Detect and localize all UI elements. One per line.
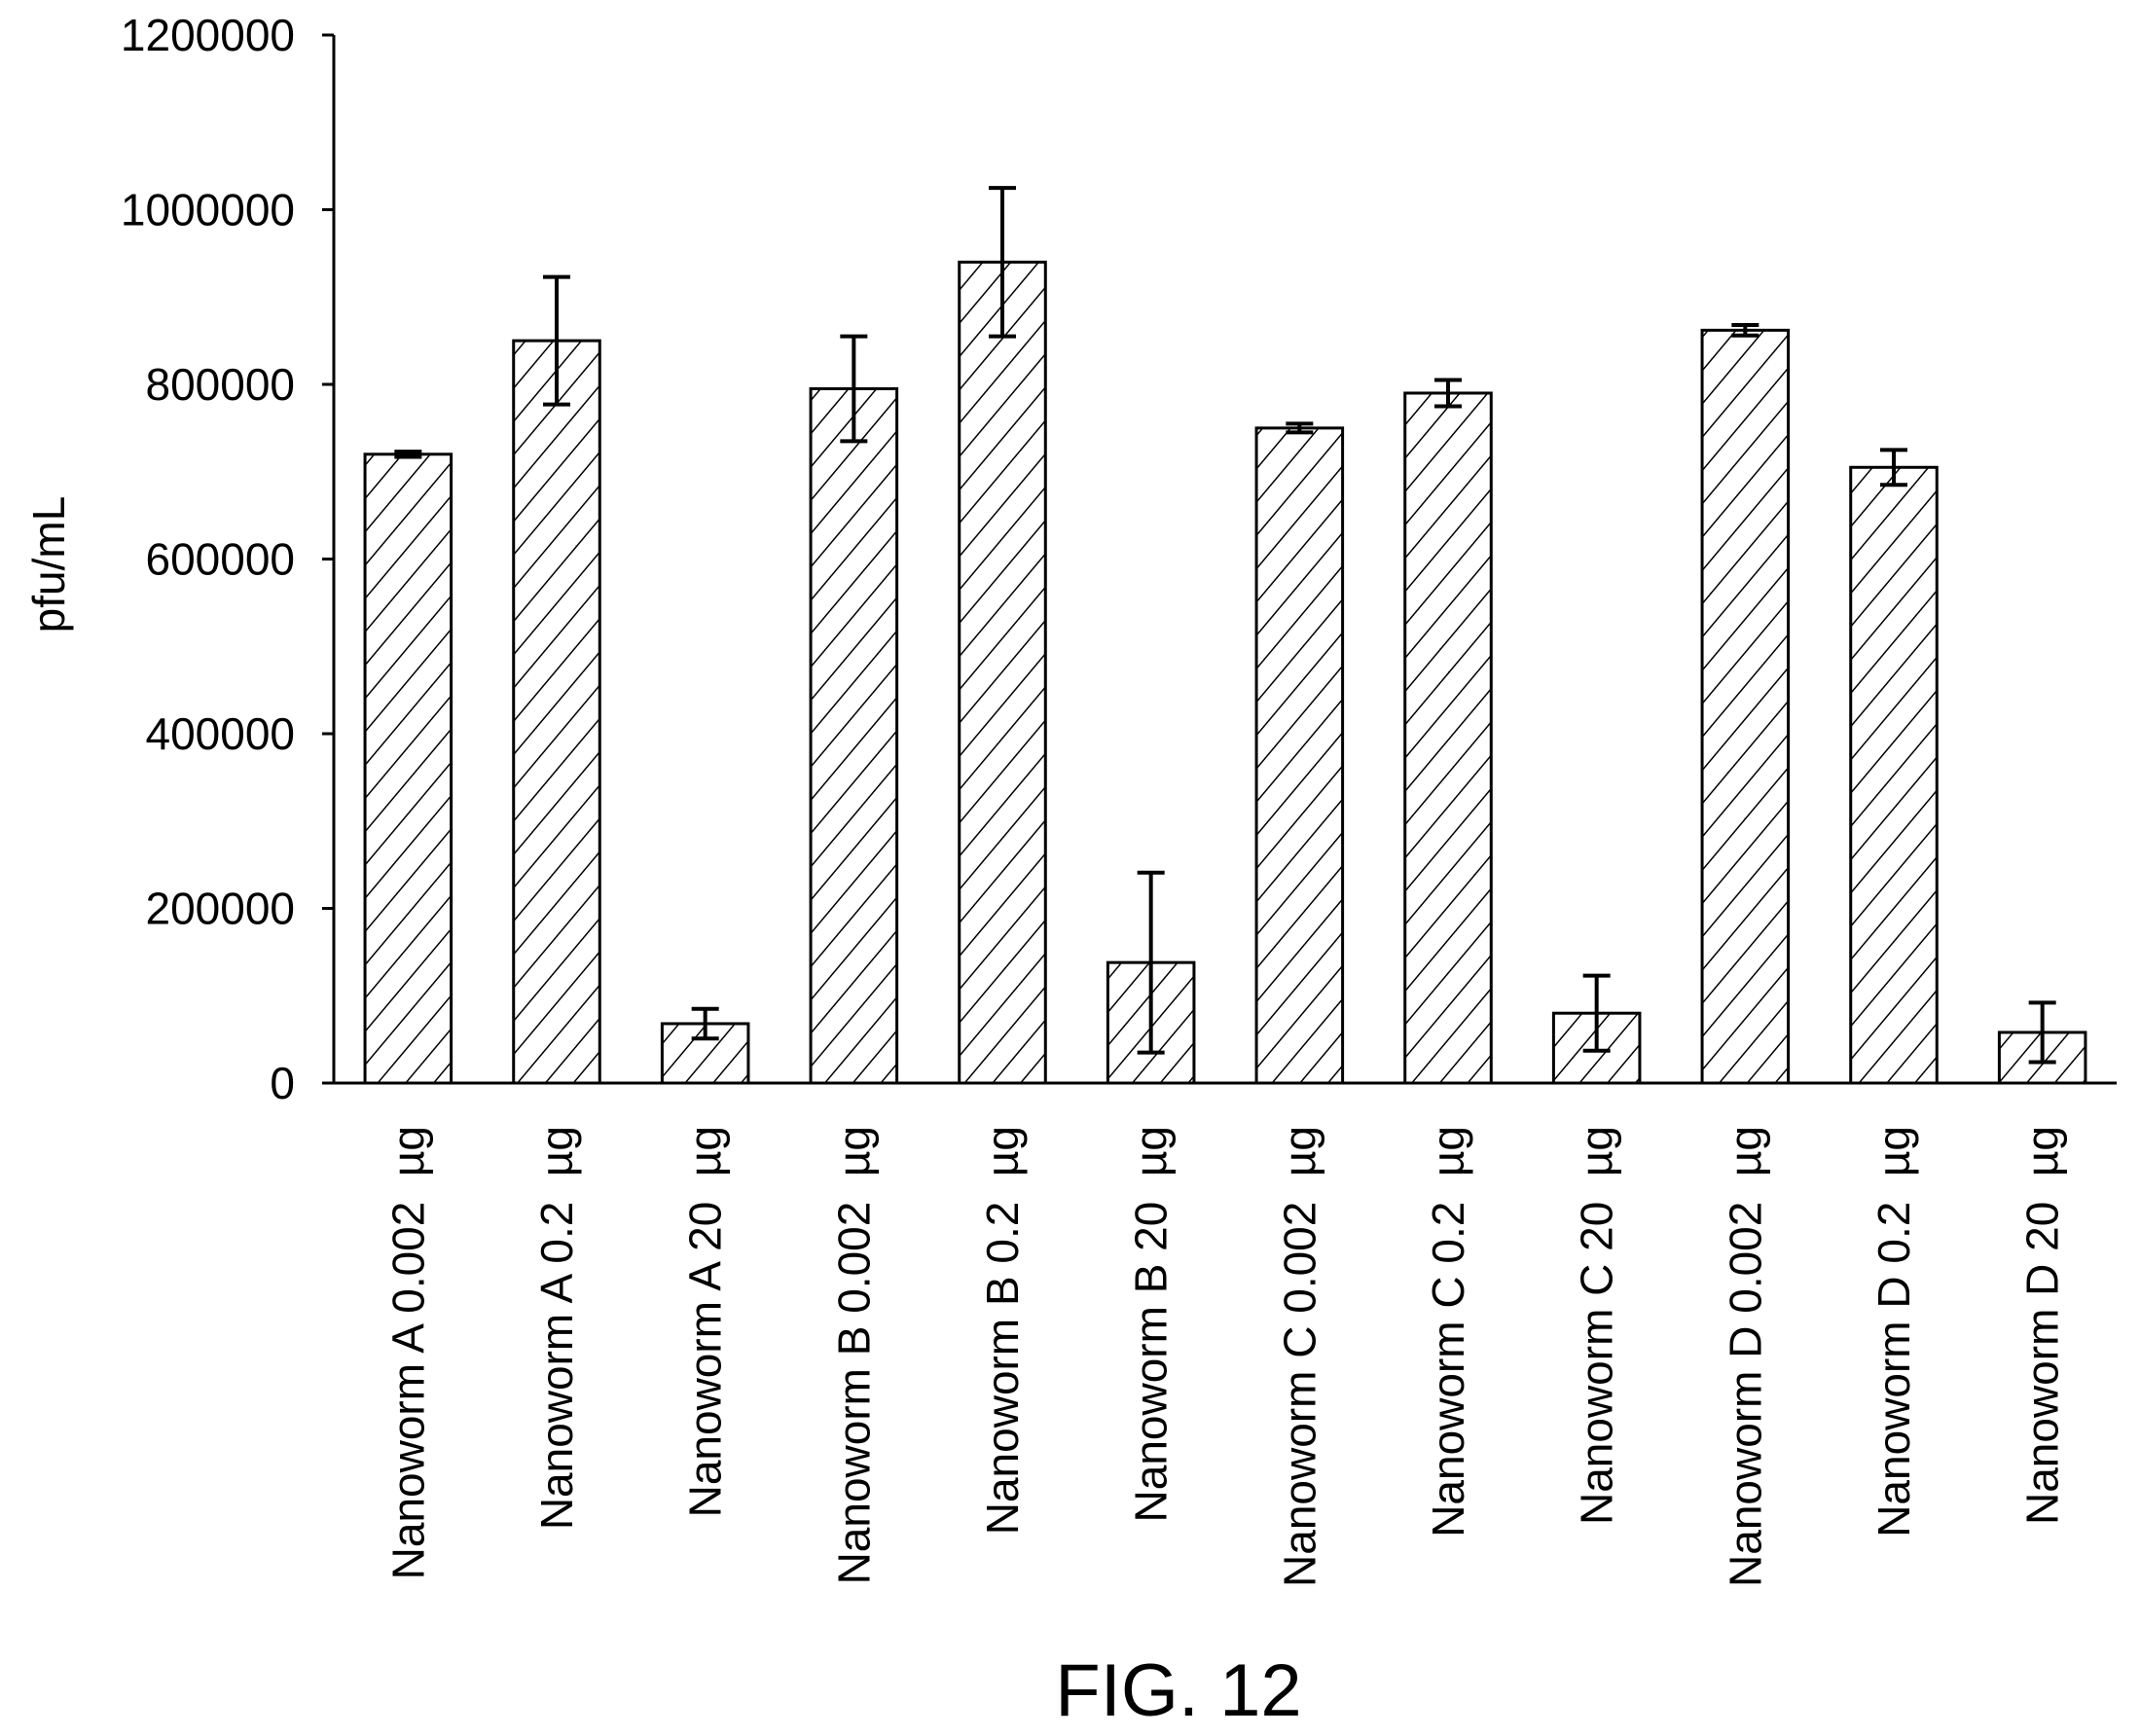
category-label: Nanoworm B 20 µg: [1126, 1126, 1177, 1522]
category-label: Nanoworm C 0.002 µg: [1274, 1126, 1324, 1587]
category-label: Nanoworm C 20 µg: [1572, 1126, 1622, 1525]
category-label: Nanoworm C 0.2 µg: [1423, 1126, 1473, 1537]
bars: [363, 260, 2087, 1085]
category-label: Nanoworm B 0.2 µg: [977, 1126, 1028, 1535]
y-tick-label: 1200000: [121, 10, 295, 60]
bar: [958, 260, 1047, 1085]
y-tick-label: 1000000: [121, 185, 295, 235]
x-axis: Nanoworm A 0.002 µg Nanoworm A 0.2 µg Nano…: [334, 1081, 2117, 1587]
bar: [1403, 391, 1493, 1085]
category-label: Nanoworm D 0.2 µg: [1868, 1126, 1919, 1537]
bar: [1700, 328, 1791, 1085]
bar: [1849, 465, 1939, 1085]
bar: [512, 339, 601, 1085]
y-tick-label: 200000: [146, 884, 296, 934]
y-axis-title: pfu/mL: [23, 496, 74, 633]
bar: [809, 386, 899, 1085]
category-label: Nanoworm D 20 µg: [2017, 1126, 2068, 1525]
category-label: Nanoworm A 20 µg: [680, 1126, 731, 1517]
y-tick-label: 400000: [146, 708, 296, 759]
figure-caption: FIG. 12: [1055, 1649, 1301, 1732]
y-tick-label: 0: [270, 1058, 295, 1108]
category-label: Nanoworm A 0.2 µg: [531, 1126, 582, 1530]
y-axis: 0 200000 400000 600000 800000 1000000 1200000: [121, 10, 336, 1108]
category-label: Nanoworm D 0.002 µg: [1720, 1126, 1770, 1587]
category-label: Nanoworm A 0.002 µg: [382, 1126, 433, 1579]
y-tick-label: 600000: [146, 534, 296, 585]
bar: [1254, 426, 1345, 1085]
error-bars: [394, 186, 2056, 1065]
category-label: Nanoworm B 0.002 µg: [828, 1126, 879, 1584]
bar: [363, 452, 453, 1085]
y-tick-label: 800000: [146, 359, 296, 410]
